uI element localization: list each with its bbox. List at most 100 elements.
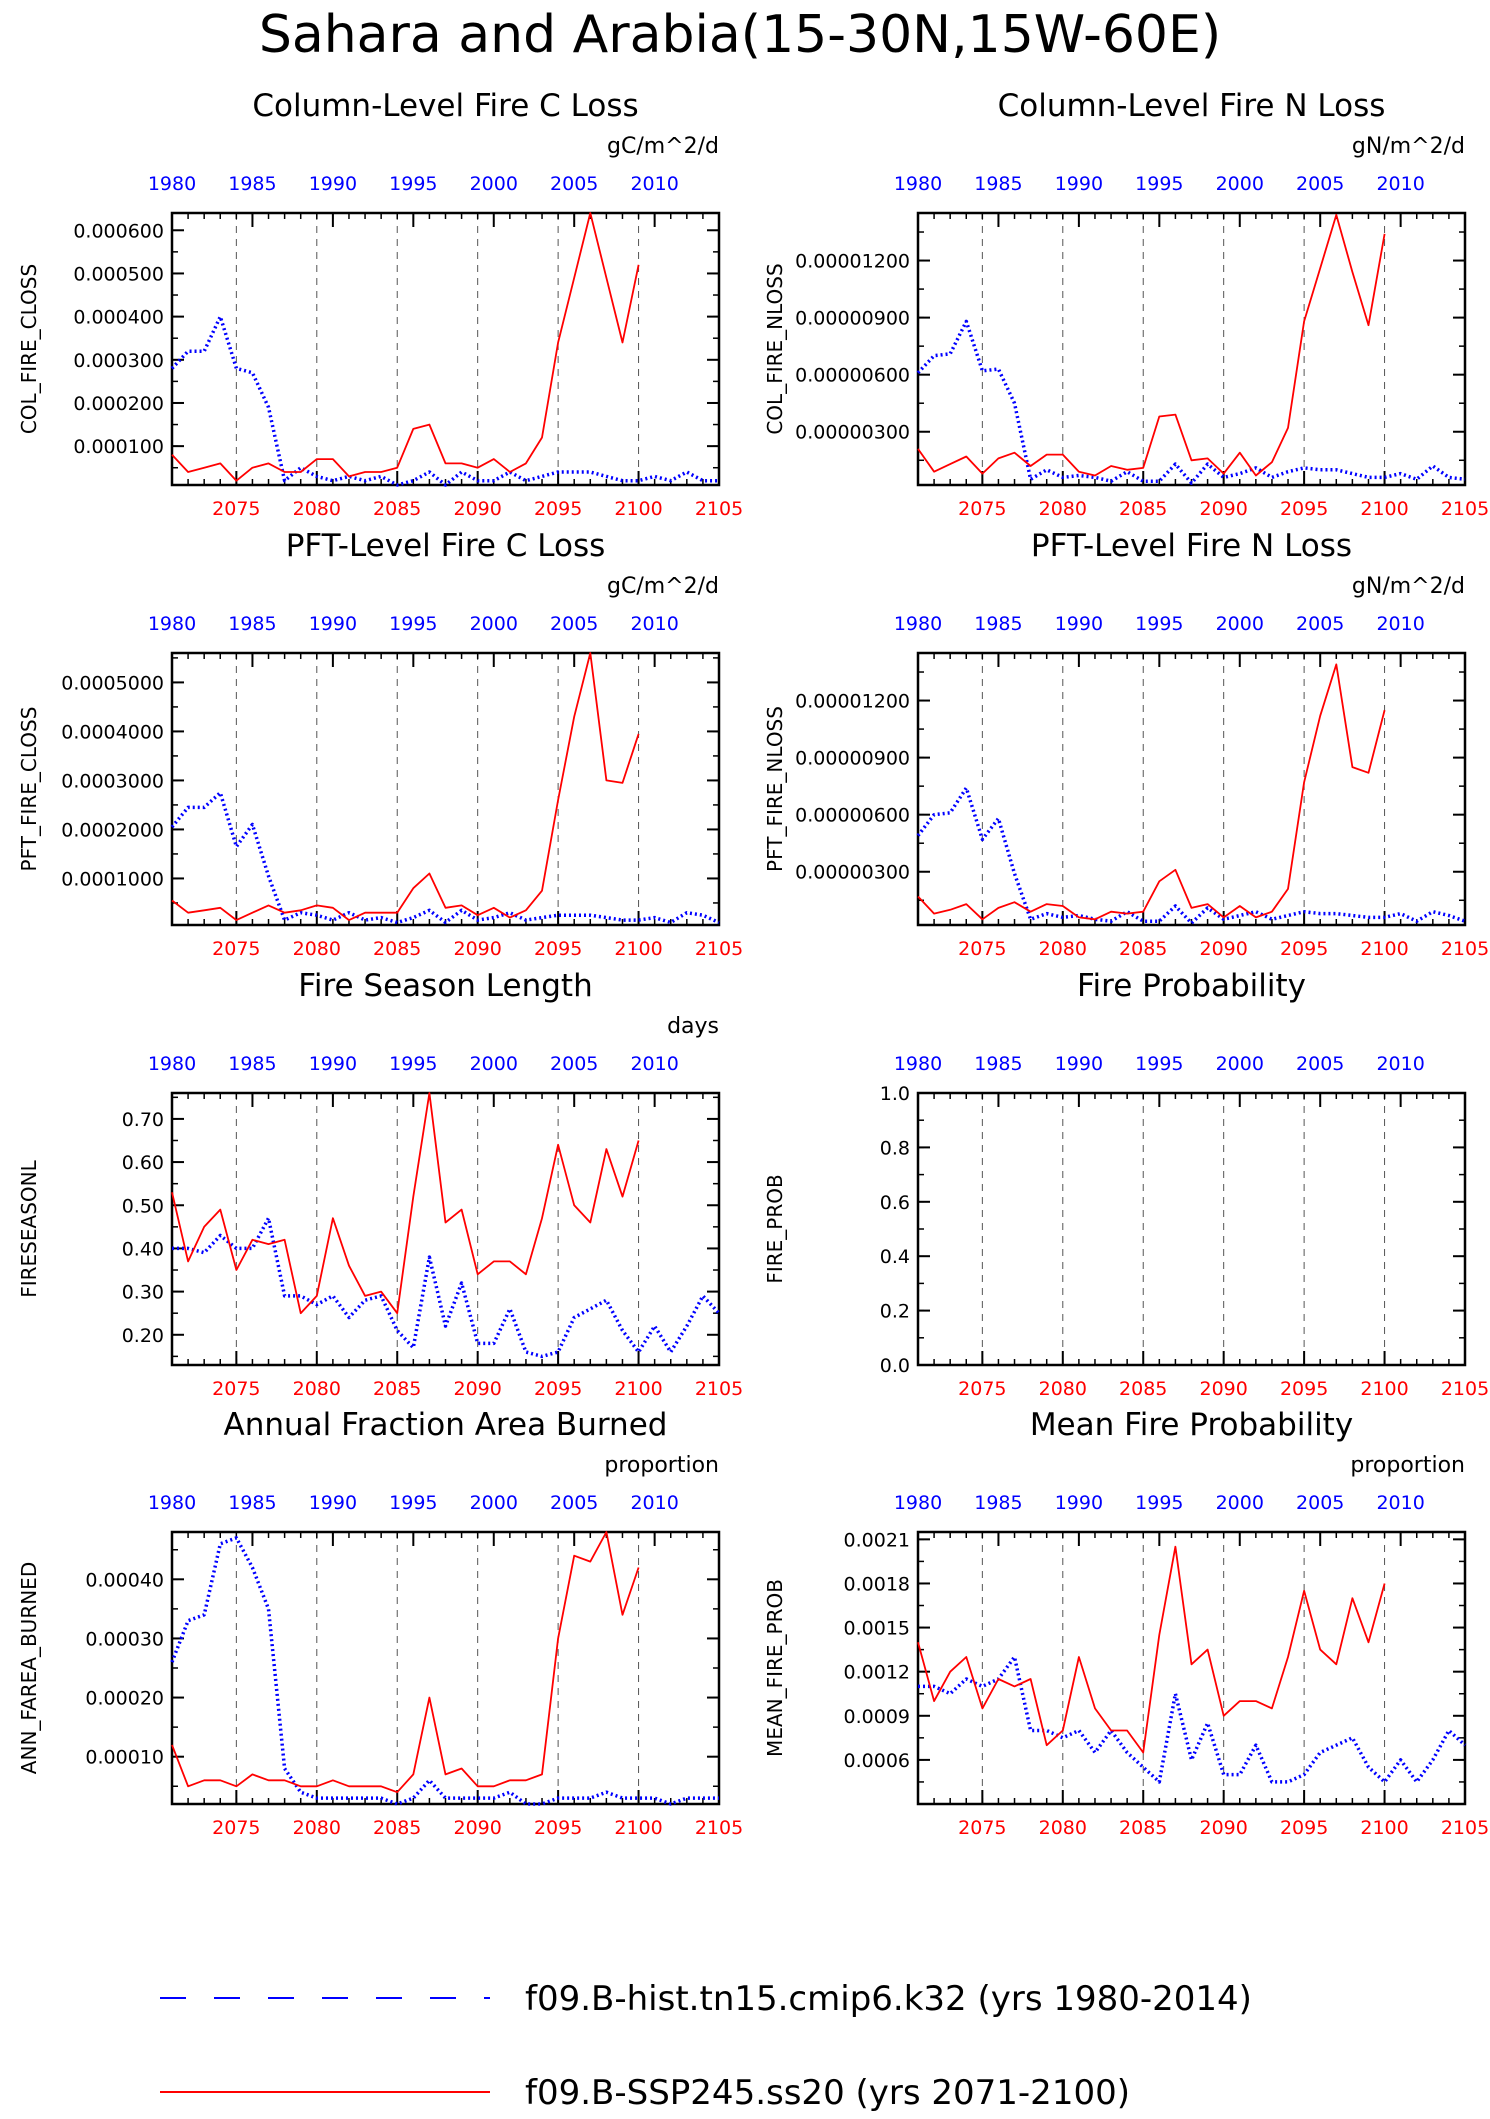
series-line-ssp: [171, 1092, 640, 1315]
units-label: gC/m^2/d: [607, 574, 719, 599]
figure-title: Sahara and Arabia(15-30N,15W-60E): [259, 5, 1221, 65]
y-tick-label: 0.00040: [85, 1569, 164, 1591]
x-top-tick-label: 2005: [550, 1492, 598, 1514]
y-tick-label: 0.00020: [85, 1688, 164, 1710]
x-bottom-tick-label: 2095: [1280, 938, 1328, 960]
x-top-tick-label: 1985: [974, 1492, 1022, 1514]
x-top-tick-label: 1990: [309, 613, 357, 635]
y-tick-label: 0.0: [880, 1355, 910, 1377]
x-bottom-tick-label: 2080: [1039, 498, 1087, 520]
x-top-tick-label: 1995: [389, 173, 437, 195]
x-top-tick-label: 1980: [894, 1492, 942, 1514]
x-bottom-tick-label: 2080: [293, 938, 341, 960]
x-top-tick-label: 1980: [894, 173, 942, 195]
units-label: gN/m^2/d: [1352, 574, 1465, 599]
x-top-tick-label: 2005: [550, 173, 598, 195]
x-bottom-tick-label: 2080: [1039, 1817, 1087, 1839]
x-bottom-tick-label: 2080: [1039, 1378, 1087, 1400]
x-bottom-tick-label: 2075: [212, 498, 260, 520]
series-line-ssp: [171, 1531, 640, 1794]
x-bottom-tick-label: 2085: [373, 1817, 421, 1839]
x-bottom-tick-label: 2095: [534, 1817, 582, 1839]
x-bottom-tick-label: 2105: [1441, 1378, 1489, 1400]
y-tick-label: 0.0012: [844, 1662, 910, 1684]
x-bottom-tick-label: 2095: [1280, 1378, 1328, 1400]
x-top-tick-label: 2005: [550, 1053, 598, 1075]
x-top-tick-label: 2010: [1376, 173, 1424, 195]
x-top-tick-label: 2000: [1216, 613, 1264, 635]
y-tick-label: 1.0: [880, 1083, 910, 1105]
x-bottom-tick-label: 2095: [534, 938, 582, 960]
x-top-tick-label: 2000: [470, 1492, 518, 1514]
x-top-tick-label: 1985: [974, 613, 1022, 635]
x-top-tick-label: 1985: [228, 1492, 276, 1514]
x-top-tick-label: 1990: [1055, 1492, 1103, 1514]
plot-frame: [916, 1091, 1467, 1367]
x-bottom-tick-label: 2090: [453, 1817, 501, 1839]
y-tick-label: 0.00030: [85, 1628, 164, 1650]
x-top-tick-label: 1985: [974, 173, 1022, 195]
y-tick-label: 0.00001200: [795, 691, 910, 713]
panel-title: PFT-Level Fire C Loss: [286, 528, 606, 564]
y-tick-label: 0.00000600: [795, 365, 910, 387]
y-tick-label: 0.50: [122, 1195, 164, 1217]
x-top-tick-label: 2000: [470, 1053, 518, 1075]
x-top-tick-label: 2000: [1216, 173, 1264, 195]
x-bottom-tick-label: 2105: [695, 1378, 743, 1400]
x-bottom-tick-label: 2080: [293, 1817, 341, 1839]
panel-title: Mean Fire Probability: [1030, 1407, 1353, 1443]
x-top-tick-label: 2010: [1376, 613, 1424, 635]
y-tick-label: 0.6: [880, 1192, 910, 1214]
panel-title: Annual Fraction Area Burned: [224, 1407, 668, 1443]
plot-frame: [170, 211, 721, 487]
x-bottom-tick-label: 2075: [958, 938, 1006, 960]
panel-2: Column-Level Fire N Loss gN/m^2/d COL_FIRE…: [763, 88, 1489, 520]
panel-title: Fire Probability: [1077, 968, 1306, 1004]
x-bottom-tick-label: 2085: [373, 498, 421, 520]
x-bottom-tick-label: 2100: [1360, 1378, 1408, 1400]
x-top-tick-label: 1990: [309, 1053, 357, 1075]
x-bottom-tick-label: 2100: [1360, 1817, 1408, 1839]
x-bottom-tick-label: 2080: [1039, 938, 1087, 960]
series-line-ssp: [917, 663, 1386, 921]
x-top-tick-label: 1990: [1055, 173, 1103, 195]
x-top-tick-label: 2010: [630, 173, 678, 195]
y-tick-label: 0.00000300: [795, 422, 910, 444]
y-tick-label: 0.0018: [844, 1573, 910, 1595]
panel-1: Column-Level Fire C Loss gC/m^2/d COL_FIRE…: [17, 88, 743, 520]
x-bottom-tick-label: 2090: [1199, 1817, 1247, 1839]
x-bottom-tick-label: 2100: [614, 938, 662, 960]
series-line-hist: [170, 1536, 719, 1806]
x-bottom-tick-label: 2090: [453, 1378, 501, 1400]
x-top-tick-label: 1985: [974, 1053, 1022, 1075]
panel-5: Fire Season Length days FIRESEASONL 2075 208…: [17, 968, 743, 1400]
series-line-hist: [170, 314, 719, 487]
panel-title: Fire Season Length: [298, 968, 592, 1004]
x-top-tick-label: 1985: [228, 613, 276, 635]
x-bottom-tick-label: 2075: [958, 498, 1006, 520]
y-tick-label: 0.40: [122, 1238, 164, 1260]
x-bottom-tick-label: 2090: [453, 498, 501, 520]
y-tick-label: 0.000200: [73, 393, 164, 415]
x-bottom-tick-label: 2075: [958, 1378, 1006, 1400]
y-tick-label: 0.0001000: [61, 868, 164, 890]
x-bottom-tick-label: 2095: [534, 498, 582, 520]
y-tick-label: 0.000600: [73, 220, 164, 242]
y-tick-label: 0.00000900: [795, 748, 910, 770]
x-bottom-tick-label: 2085: [373, 1378, 421, 1400]
y-tick-label: 0.00010: [85, 1747, 164, 1769]
y-tick-label: 0.0003000: [61, 770, 164, 792]
y-tick-label: 0.00001200: [795, 251, 910, 273]
y-tick-label: 0.000100: [73, 436, 164, 458]
x-bottom-tick-label: 2105: [1441, 1817, 1489, 1839]
y-tick-label: 0.0021: [844, 1529, 910, 1551]
x-top-tick-label: 1985: [228, 1053, 276, 1075]
x-top-tick-label: 2005: [1296, 1492, 1344, 1514]
y-tick-label: 0.0002000: [61, 819, 164, 841]
x-top-tick-label: 1995: [1135, 613, 1183, 635]
panel-8: Mean Fire Probability proportion MEAN_FIRE…: [763, 1407, 1489, 1839]
x-top-tick-label: 2005: [550, 613, 598, 635]
x-bottom-tick-label: 2105: [695, 1817, 743, 1839]
